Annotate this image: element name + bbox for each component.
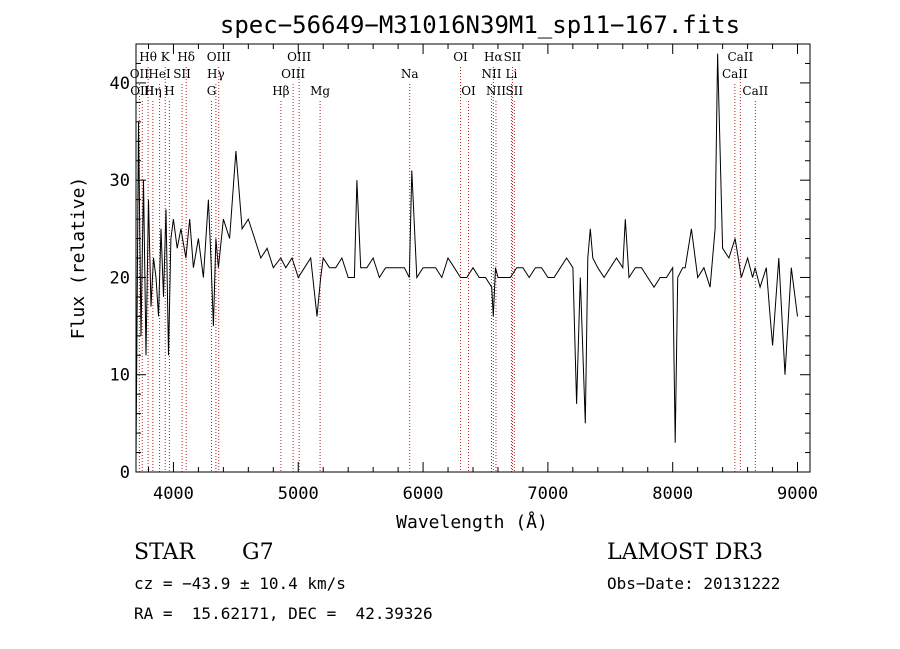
line-label-6: Hα [484,50,503,64]
line-label-7: SII [504,50,522,64]
ra-dec-coordinates: RA = 15.62171, DEC = 42.39326 [134,604,433,623]
plot-frame [135,43,811,473]
line-label-24: OI [461,84,476,98]
x-tick-label-8000: 8000 [652,484,693,504]
line-label-14: Na [401,67,419,81]
line-label-10: HeI [148,67,171,81]
line-label-23: Mg [310,84,330,98]
line-label-3: OIII [207,50,231,64]
y-tick-label-30: 30 [110,171,130,191]
line-label-17: CaII [722,67,748,81]
y-tick-label-40: 40 [110,74,130,94]
x-tick-label-7000: 7000 [527,484,568,504]
line-label-13: OIII [281,67,305,81]
line-label-27: CaII [742,84,768,98]
line-label-11: SII [173,67,191,81]
spectral-line-markers [138,67,756,472]
y-tick-label-20: 20 [110,268,130,288]
line-label-2: Hδ [177,50,195,64]
y-axis-label: Flux (relative) [68,177,89,340]
line-label-22: Hβ [272,84,289,98]
x-tick-label-4000: 4000 [153,484,194,504]
line-label-4: OIII [287,50,311,64]
line-label-0: Hθ [139,50,157,64]
object-subclass: G7 [242,540,274,565]
line-label-15: NII [481,67,501,81]
y-tick-label-10: 10 [110,366,130,386]
line-label-1: K [161,50,171,64]
y-axis-ticks: 0 10 20 30 40 [110,43,810,483]
spectrum-trace [135,53,798,463]
object-class: STAR [134,540,195,565]
line-label-16: Li [506,67,518,81]
y-tick-label-0: 0 [120,463,130,483]
x-tick-label-6000: 6000 [403,484,444,504]
x-tick-label-5000: 5000 [278,484,319,504]
survey-name: LAMOST DR3 [607,540,763,565]
redshift-cz: cz = −43.9 ± 10.4 km/s [134,574,346,593]
line-label-26: SII [505,84,523,98]
chart-title: spec−56649−M31016N39M1_sp11−167.fits [220,11,740,39]
line-label-19: Hη [144,84,162,98]
x-tick-label-9000: 9000 [777,484,818,504]
line-label-8: CaII [727,50,753,64]
observation-date: Obs−Date: 20131222 [607,574,781,593]
line-label-12: Hγ [207,67,225,81]
line-label-21: G [207,84,217,98]
line-label-20: H [164,84,174,98]
line-label-9: OII [130,67,150,81]
line-label-5: OI [453,50,468,64]
line-label-25: NII [486,84,506,98]
x-axis-ticks: 4000 5000 6000 7000 8000 9000 [147,44,818,504]
x-axis-label: Wavelength (Å) [396,511,548,533]
